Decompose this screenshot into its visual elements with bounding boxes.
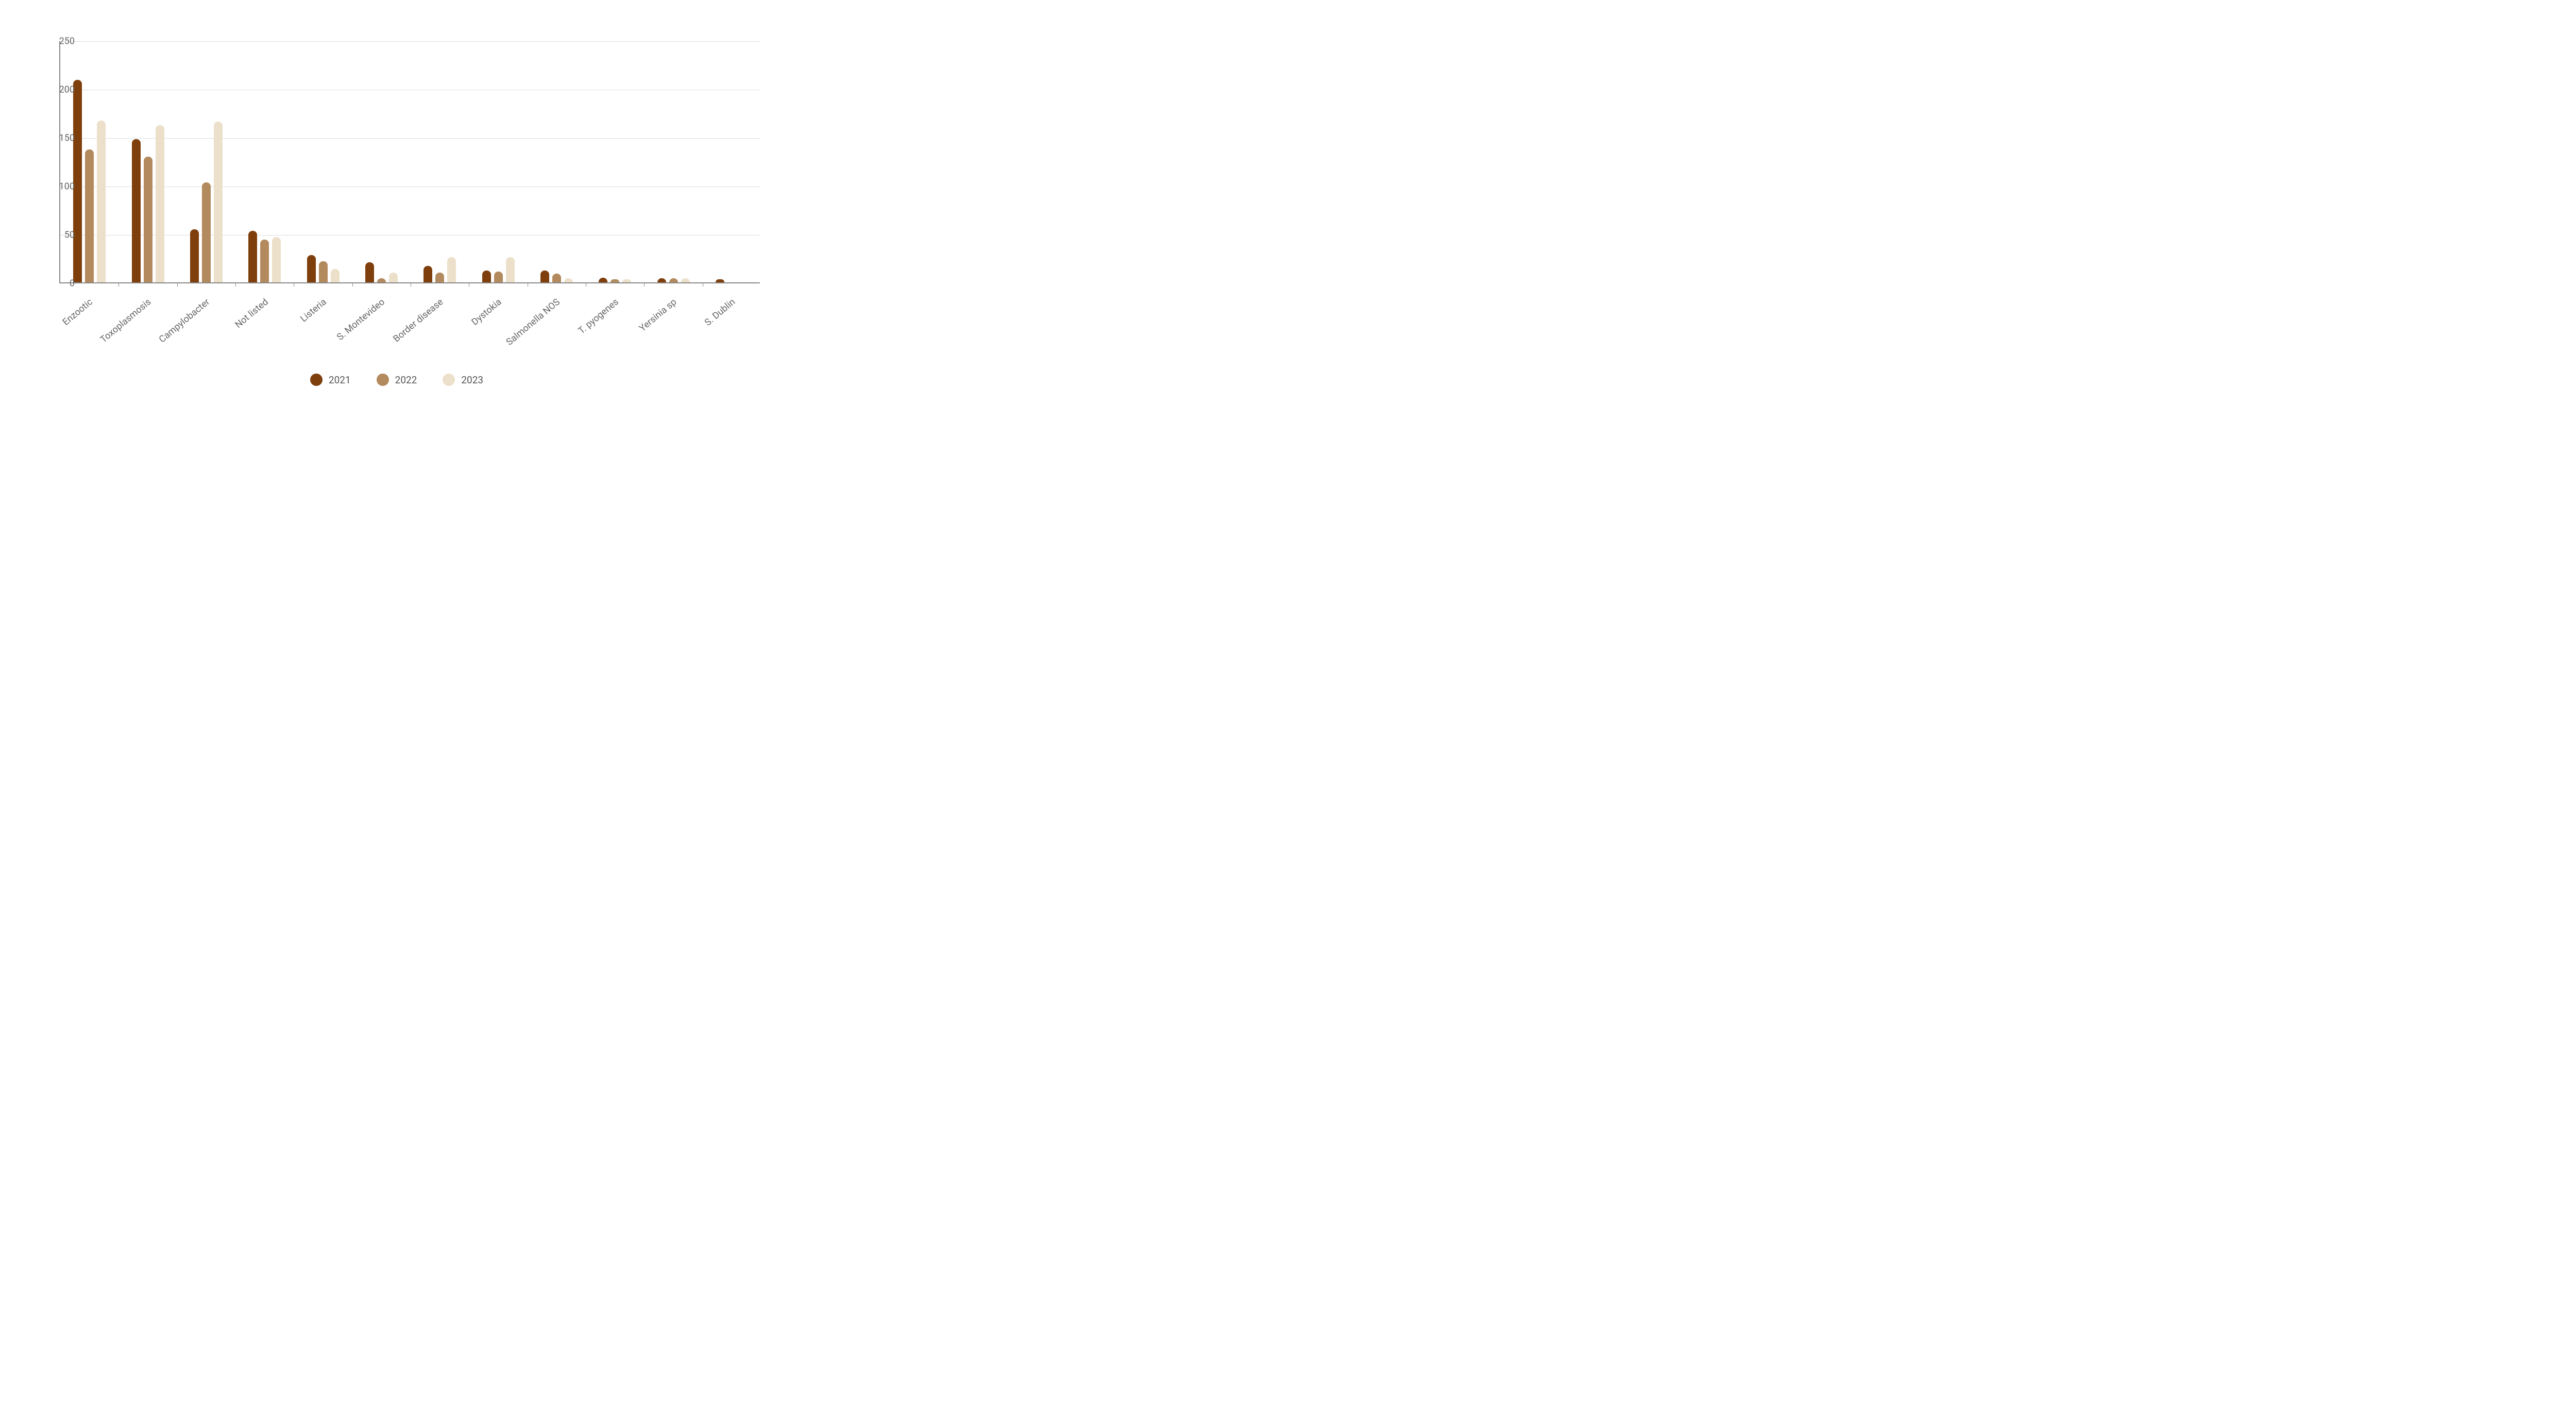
bar	[423, 266, 432, 282]
x-tick-mark	[177, 282, 178, 286]
bar	[611, 279, 619, 282]
bar	[506, 257, 515, 282]
bar	[435, 273, 444, 282]
x-tick-label: T. pyogenes	[576, 296, 620, 336]
bar	[248, 231, 257, 282]
y-tick-label: 50	[64, 230, 75, 241]
y-tick-label: 250	[59, 36, 75, 47]
bar	[622, 279, 631, 282]
x-tick-mark	[352, 282, 353, 286]
legend-label: 2023	[461, 374, 483, 386]
bar	[482, 271, 491, 282]
x-tick-label: Salmonella NOS	[504, 296, 563, 347]
x-tick-label: S. Montevideo	[335, 296, 387, 342]
legend-item: 2022	[377, 374, 417, 386]
bar	[97, 121, 106, 282]
x-tick-label: Toxoplasmosis	[98, 296, 154, 345]
x-tick-label: Campylobacter	[157, 296, 212, 345]
legend-swatch	[443, 374, 455, 386]
legend-label: 2021	[329, 374, 351, 386]
legend-swatch	[310, 374, 323, 386]
legend-item: 2021	[310, 374, 351, 386]
legend-label: 2022	[395, 374, 417, 386]
x-tick-label: Not listed	[233, 296, 270, 330]
legend: 2021 2022 2023	[10, 374, 783, 386]
disease-bar-chart: EnzooticToxoplasmosisCampylobacter Not li…	[10, 10, 783, 412]
y-tick-label: 150	[59, 133, 75, 144]
bar	[214, 122, 223, 282]
x-tick-label: S. Dublin	[703, 296, 737, 328]
x-tick-label: Enzootic	[61, 296, 95, 328]
y-tick-label: 100	[59, 181, 75, 192]
bar	[681, 278, 690, 282]
bar	[669, 278, 678, 282]
gridline	[60, 138, 760, 139]
x-axis-labels: EnzooticToxoplasmosisCampylobacter Not li…	[59, 291, 760, 368]
bar	[144, 157, 152, 282]
bar	[599, 278, 607, 282]
bar	[319, 261, 328, 282]
x-tick-label: Yersinia sp	[637, 296, 679, 333]
bar	[447, 257, 456, 282]
x-tick-label: Listeria	[298, 296, 329, 324]
bar	[365, 262, 374, 282]
bar	[657, 278, 666, 282]
x-tick-mark	[235, 282, 236, 286]
bar	[331, 269, 340, 282]
y-tick-label: 200	[59, 85, 75, 95]
bar	[132, 139, 141, 282]
legend-swatch	[377, 374, 389, 386]
x-tick-label: Dystokia	[469, 296, 503, 327]
plot-area	[59, 41, 760, 283]
bar	[190, 229, 199, 282]
bar	[494, 272, 503, 282]
x-tick-label: Border disease	[391, 296, 445, 344]
legend-item: 2023	[443, 374, 483, 386]
bar	[716, 279, 724, 282]
bar	[564, 278, 573, 282]
bar	[540, 271, 549, 282]
bar	[156, 125, 164, 282]
bar	[85, 149, 94, 282]
bar	[272, 237, 281, 282]
bar	[260, 240, 269, 282]
bar	[307, 255, 316, 282]
y-tick-label: 0	[70, 278, 75, 289]
bar	[552, 274, 561, 282]
gridline	[60, 41, 760, 42]
bar	[202, 182, 211, 282]
x-tick-mark	[118, 282, 119, 286]
bar	[377, 278, 386, 282]
bar	[389, 273, 398, 282]
x-tick-mark	[644, 282, 645, 286]
